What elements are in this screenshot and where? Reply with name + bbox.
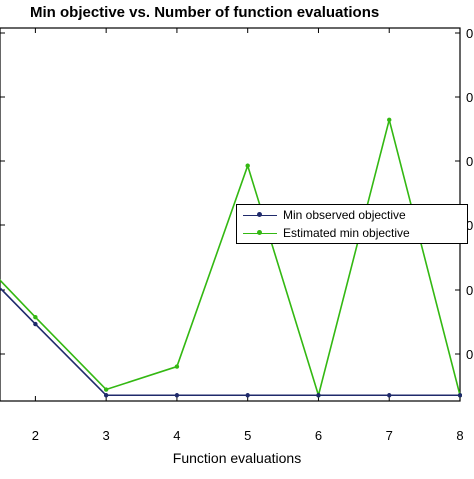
series-line-min-observed (0, 286, 460, 397)
data-point-min-observed (316, 393, 321, 398)
legend: Min observed objective Estimated min obj… (236, 204, 468, 244)
legend-item-estimated-min: Estimated min objective (237, 225, 467, 243)
data-point-estimated-min (33, 315, 38, 320)
x-tick-label: 5 (244, 428, 251, 443)
legend-marker-estimated-min (257, 230, 262, 235)
data-point-min-observed (387, 393, 392, 398)
series-clip-group (0, 117, 462, 399)
chart-title: Min objective vs. Number of function eva… (30, 4, 380, 21)
legend-label-min-observed: Min observed objective (283, 208, 406, 222)
x-tick-label: 3 (103, 428, 110, 443)
x-tick-label: 4 (173, 428, 180, 443)
y-ticks-right: 0 0 0 0 0 0 (0, 26, 473, 362)
x-tick-label: 2 (32, 428, 39, 443)
x-tick-label: 8 (456, 428, 463, 443)
data-point-min-observed (33, 321, 38, 327)
y-tick-label: 0 (466, 26, 473, 41)
data-point-min-observed (457, 393, 462, 398)
y-tick-label: 0 (466, 283, 473, 298)
y-tick-label: 0 (466, 90, 473, 105)
legend-marker-min-observed (257, 212, 262, 217)
x-axis-label: Function evaluations (172, 450, 302, 466)
y-tick-label: 0 (466, 218, 473, 233)
series-layer (0, 117, 462, 399)
y-tick-label: 0 (466, 154, 473, 169)
data-point-min-observed (245, 393, 250, 398)
data-point-estimated-min (245, 163, 250, 168)
legend-item-min-observed: Min observed objective (237, 207, 467, 225)
x-tick-label: 7 (386, 428, 393, 443)
data-point-min-observed (103, 393, 109, 398)
y-tick-label: 0 (466, 347, 473, 362)
data-point-estimated-min (387, 117, 392, 123)
data-point-estimated-min (103, 387, 109, 392)
data-point-estimated-min (174, 364, 180, 369)
series-line-estimated-min (0, 119, 461, 399)
data-point-min-observed (174, 393, 180, 398)
legend-label-estimated-min: Estimated min objective (283, 226, 410, 240)
x-tick-label: 6 (315, 428, 322, 443)
